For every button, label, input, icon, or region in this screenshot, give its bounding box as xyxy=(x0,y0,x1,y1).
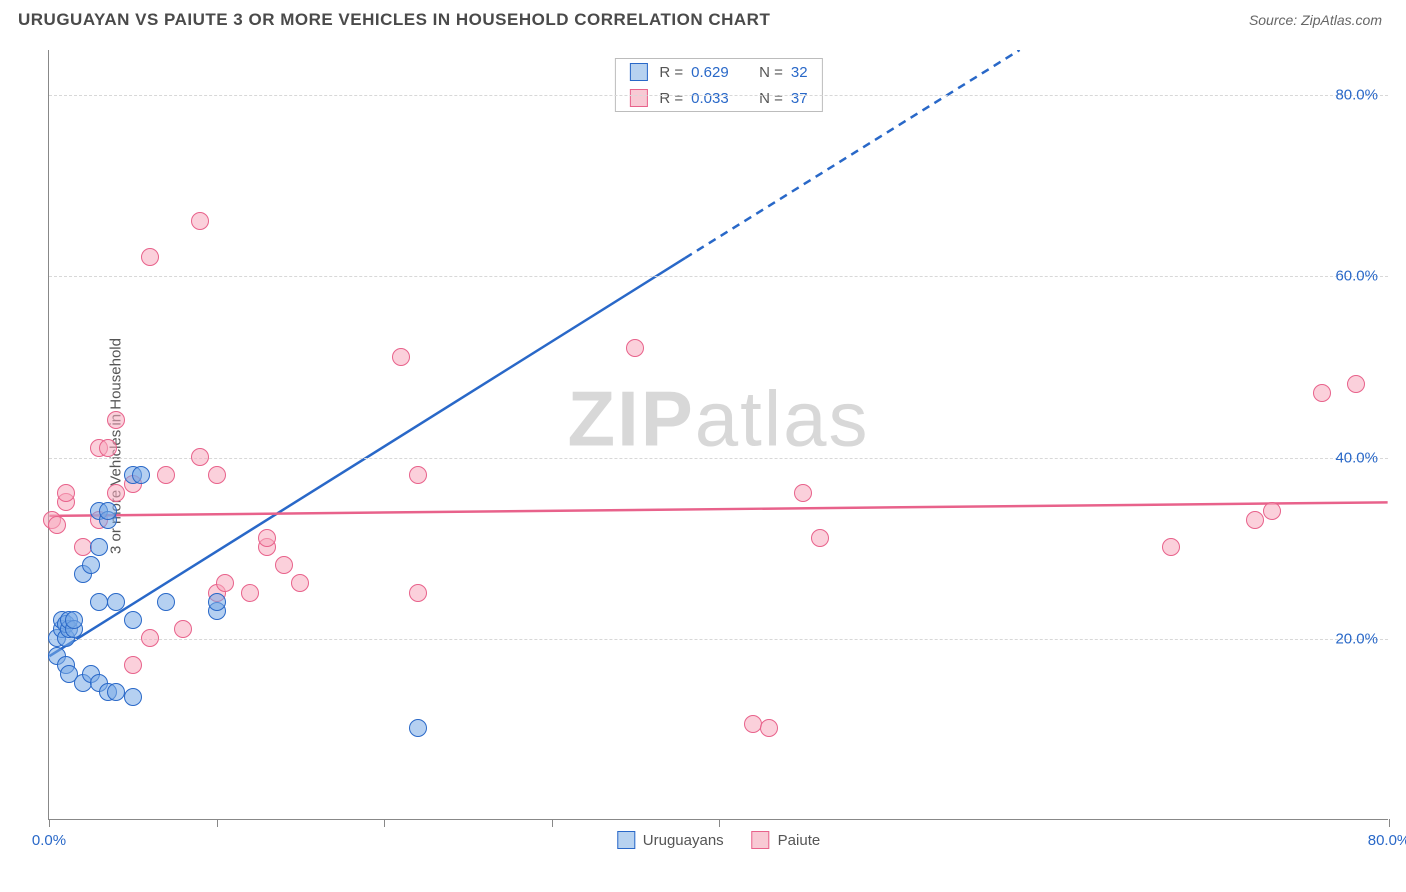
data-point xyxy=(409,466,427,484)
y-tick-label: 60.0% xyxy=(1335,268,1378,285)
data-point xyxy=(57,484,75,502)
data-point xyxy=(107,411,125,429)
data-point xyxy=(132,466,150,484)
data-point xyxy=(811,529,829,547)
data-point xyxy=(74,538,92,556)
x-tick xyxy=(552,819,553,827)
data-point xyxy=(65,611,83,629)
swatch-blue xyxy=(617,831,635,849)
data-point xyxy=(275,556,293,574)
gridline xyxy=(49,95,1388,96)
legend-row-uruguayans: R = 0.629 N = 32 xyxy=(615,59,821,85)
watermark: ZIPatlas xyxy=(567,374,869,465)
data-point xyxy=(409,719,427,737)
x-tick xyxy=(1389,819,1390,827)
legend-row-paiute: R = 0.033 N = 37 xyxy=(615,85,821,111)
legend-item-uruguayans: Uruguayans xyxy=(617,831,724,849)
data-point xyxy=(208,466,226,484)
data-point xyxy=(241,584,259,602)
y-tick-label: 40.0% xyxy=(1335,449,1378,466)
data-point xyxy=(1263,502,1281,520)
x-tick xyxy=(384,819,385,827)
data-point xyxy=(744,715,762,733)
swatch-blue xyxy=(629,63,647,81)
gridline xyxy=(49,639,1388,640)
data-point xyxy=(1347,375,1365,393)
data-point xyxy=(392,348,410,366)
data-point xyxy=(48,516,66,534)
data-point xyxy=(794,484,812,502)
source-attribution: Source: ZipAtlas.com xyxy=(1249,12,1382,28)
correlation-legend: R = 0.629 N = 32 R = 0.033 N = 37 xyxy=(614,58,822,112)
data-point xyxy=(1246,511,1264,529)
chart-title: URUGUAYAN VS PAIUTE 3 OR MORE VEHICLES I… xyxy=(18,10,770,30)
data-point xyxy=(82,556,100,574)
scatter-chart: ZIPatlas R = 0.629 N = 32 R = 0.033 N = … xyxy=(48,50,1388,820)
swatch-pink xyxy=(629,89,647,107)
data-point xyxy=(291,574,309,592)
data-point xyxy=(90,538,108,556)
data-point xyxy=(174,620,192,638)
x-tick-label: 80.0% xyxy=(1368,832,1406,849)
x-tick-label: 0.0% xyxy=(32,832,66,849)
data-point xyxy=(157,466,175,484)
data-point xyxy=(1313,384,1331,402)
y-tick-label: 20.0% xyxy=(1335,630,1378,647)
data-point xyxy=(157,593,175,611)
data-point xyxy=(191,448,209,466)
data-point xyxy=(208,593,226,611)
data-point xyxy=(141,629,159,647)
data-point xyxy=(258,529,276,547)
x-tick xyxy=(49,819,50,827)
data-point xyxy=(99,502,117,520)
data-point xyxy=(124,611,142,629)
data-point xyxy=(216,574,234,592)
swatch-pink xyxy=(752,831,770,849)
y-tick-label: 80.0% xyxy=(1335,87,1378,104)
data-point xyxy=(409,584,427,602)
legend-item-paiute: Paiute xyxy=(752,831,821,849)
data-point xyxy=(1162,538,1180,556)
data-point xyxy=(107,593,125,611)
data-point xyxy=(124,688,142,706)
data-point xyxy=(124,656,142,674)
data-point xyxy=(107,484,125,502)
series-legend: Uruguayans Paiute xyxy=(617,831,820,849)
data-point xyxy=(99,439,117,457)
trend-lines xyxy=(49,50,1388,819)
x-tick xyxy=(719,819,720,827)
data-point xyxy=(626,339,644,357)
data-point xyxy=(760,719,778,737)
data-point xyxy=(90,593,108,611)
gridline xyxy=(49,458,1388,459)
data-point xyxy=(141,248,159,266)
gridline xyxy=(49,276,1388,277)
data-point xyxy=(191,212,209,230)
x-tick xyxy=(217,819,218,827)
data-point xyxy=(107,683,125,701)
